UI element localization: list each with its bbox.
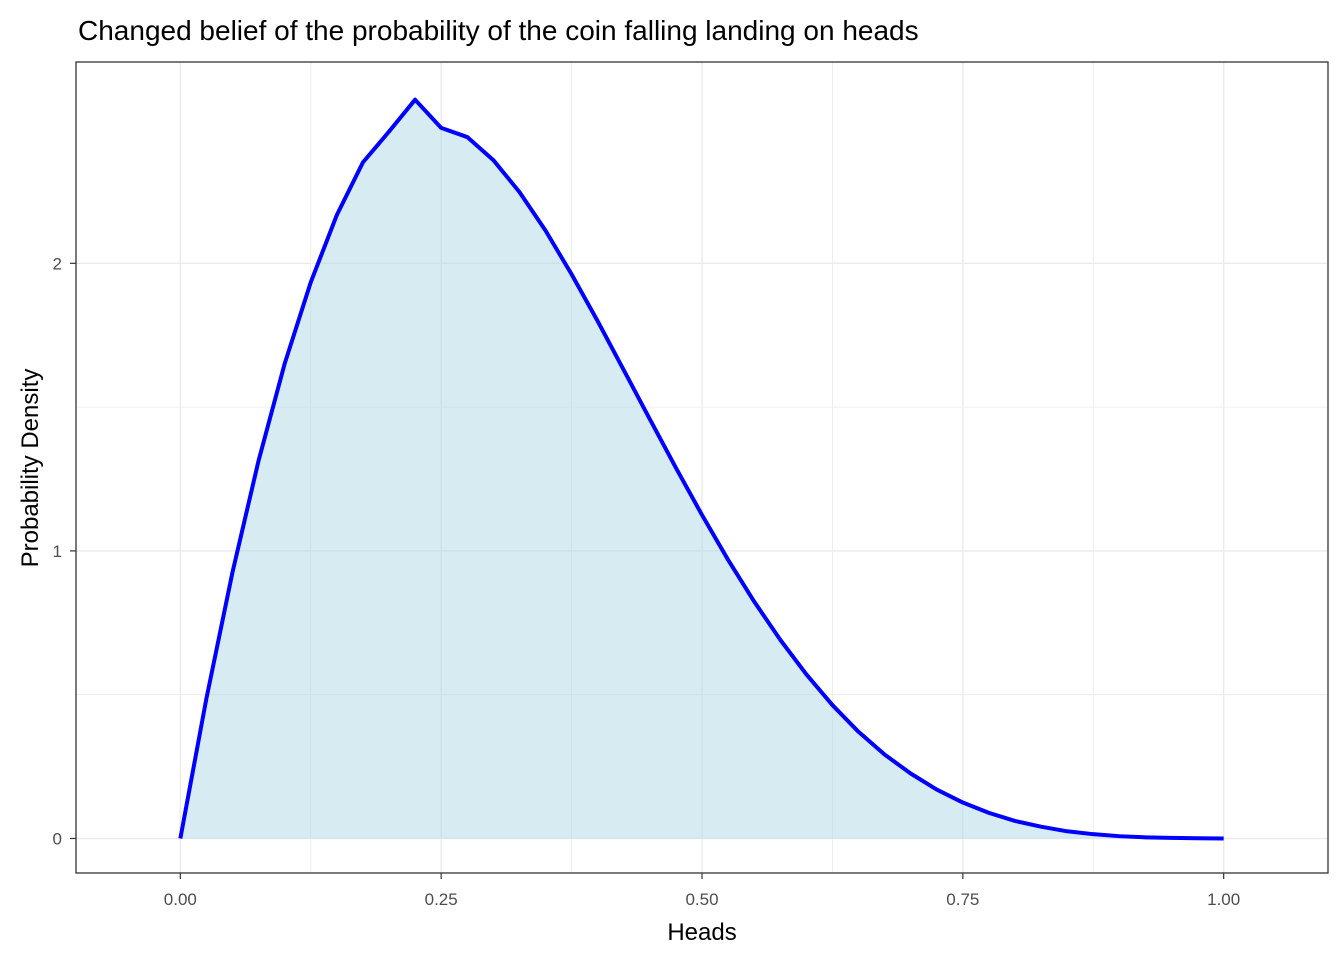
density-area-fill — [180, 99, 1224, 839]
x-tick-label: 0.00 — [164, 890, 197, 909]
x-tick-label: 0.50 — [685, 890, 718, 909]
chart-title: Changed belief of the probability of the… — [78, 15, 919, 46]
y-tick-label: 0 — [53, 829, 62, 848]
y-axis-title: Probability Density — [17, 369, 44, 568]
y-tick-label: 1 — [53, 542, 62, 561]
x-tick-label: 0.25 — [425, 890, 458, 909]
axes: 0.00 0.25 0.50 0.75 1.00 0 1 2 — [53, 254, 1241, 909]
x-tick-label: 0.75 — [946, 890, 979, 909]
x-tick-label: 1.00 — [1207, 890, 1240, 909]
y-tick-label: 2 — [53, 254, 62, 273]
x-axis-title: Heads — [667, 919, 736, 946]
plot-area — [178, 97, 1224, 841]
density-curve-line — [178, 97, 1224, 841]
